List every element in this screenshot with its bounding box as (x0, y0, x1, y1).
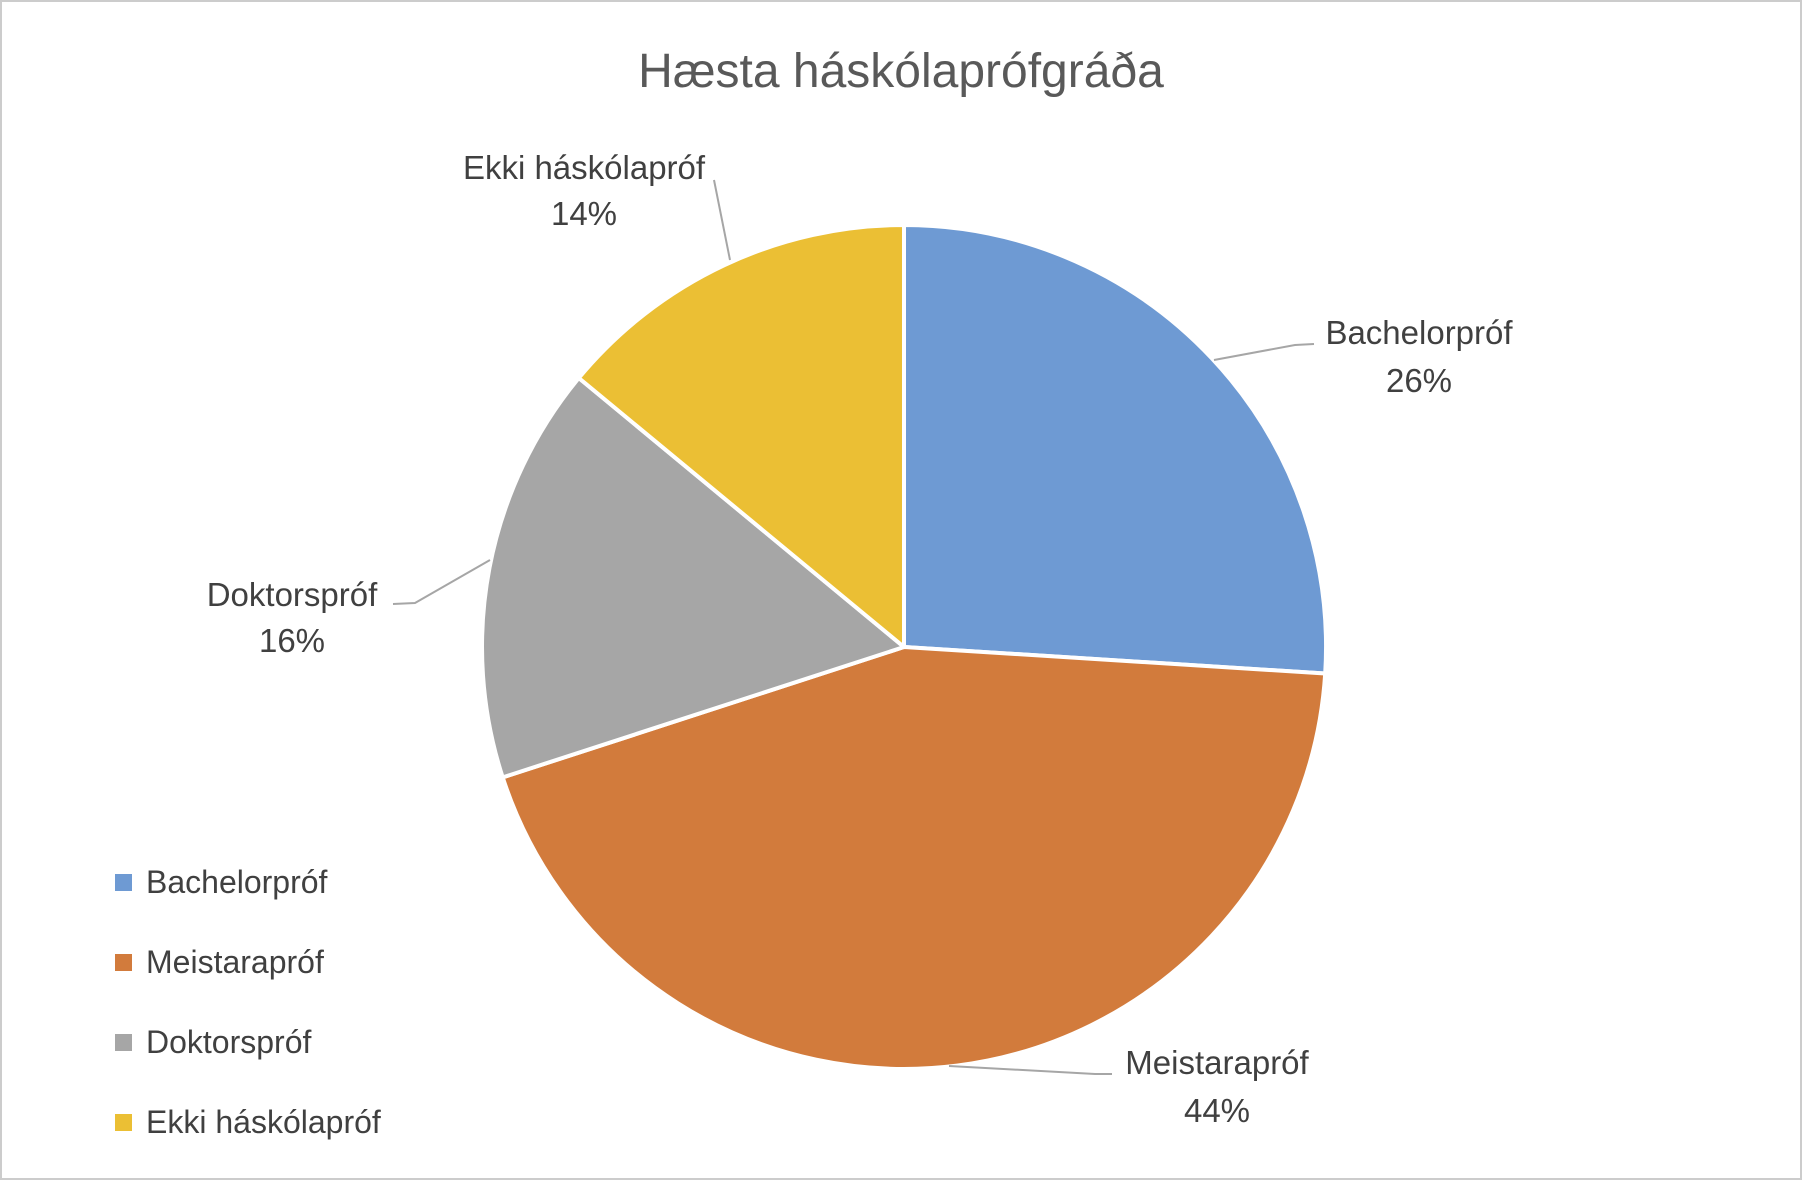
callout-name-ekki-haskolaprof: Ekki háskólapróf (463, 149, 706, 186)
callout-name-bachelorprof: Bachelorpróf (1325, 314, 1513, 351)
legend-label-doktorsprof: Doktorspróf (146, 1024, 312, 1060)
legend-item-meistaraprof: Meistarapróf (115, 945, 381, 980)
callout-pct-doktorsprof: 16% (259, 622, 325, 659)
legend-swatch-meistaraprof (115, 954, 132, 971)
legend-label-meistaraprof: Meistarapróf (146, 944, 324, 980)
callout-name-doktorsprof: Doktorspróf (207, 576, 378, 613)
legend-swatch-ekki-haskolaprof (115, 1114, 132, 1131)
leader-line-bachelorprof (1213, 343, 1315, 361)
legend-swatch-bachelorprof (115, 874, 132, 891)
leader-line-meistaraprof (948, 1065, 1112, 1075)
pie-slice-doktorsprof (480, 376, 906, 780)
legend-item-doktorsprof: Doktorspróf (115, 1025, 381, 1060)
legend-label-bachelorprof: Bachelorpróf (146, 864, 328, 900)
callout-pct-meistaraprof: 44% (1184, 1092, 1250, 1129)
chart-title: Hæsta háskólaprófgráða (638, 45, 1164, 98)
callout-pct-bachelorprof: 26% (1386, 362, 1452, 399)
pie-slice-ekki-haskolaprof (576, 223, 906, 649)
legend-item-ekki-haskolaprof: Ekki háskólapróf (115, 1105, 381, 1140)
leader-line-doktorsprof (392, 559, 491, 605)
legend-label-ekki-haskolaprof: Ekki háskólapróf (146, 1104, 381, 1140)
legend-swatch-doktorsprof (115, 1034, 132, 1051)
leader-line-ekki-haskolaprof (713, 179, 731, 261)
callout-pct-ekki-haskolaprof: 14% (551, 195, 617, 232)
pie-slice-bachelorprof (902, 223, 1328, 676)
chart-legend: Bachelorpróf Meistarapróf Doktorspróf Ek… (115, 865, 381, 1140)
legend-item-bachelorprof: Bachelorpróf (115, 865, 381, 900)
callout-name-meistaraprof: Meistarapróf (1125, 1044, 1309, 1081)
